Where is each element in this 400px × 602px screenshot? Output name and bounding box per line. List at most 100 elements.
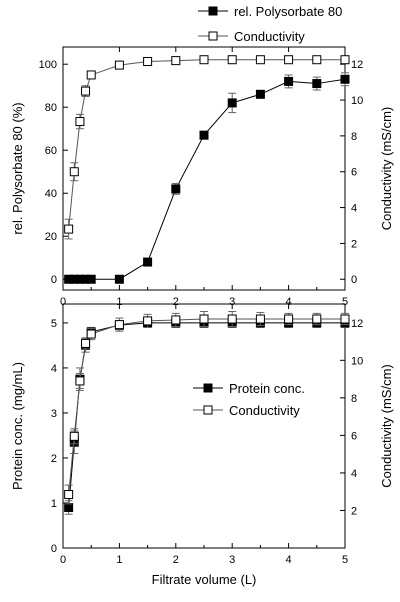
series-line [68, 78, 346, 280]
x-tick-label: 4 [286, 296, 292, 308]
data-point-open [312, 314, 322, 324]
y-right-tick-label: 12 [351, 318, 363, 330]
x-tick-label: 1 [116, 554, 122, 566]
y-left-tick-label: 4 [51, 363, 57, 375]
data-point-open [255, 55, 265, 65]
series-line [68, 59, 345, 230]
plot-frame [62, 46, 346, 291]
y-left-axis-label: rel. Polysorbate 80 (%) [10, 102, 25, 234]
y-right-axis-label: Conductivity (mS/cm) [379, 364, 394, 488]
y-left-tick-label: 0 [51, 274, 57, 286]
y-left-tick-label: 20 [45, 231, 57, 243]
data-point-filled [86, 274, 96, 284]
legend: Protein conc. Conductivity [193, 381, 305, 418]
data-point-open [114, 60, 124, 70]
y-left-tick-label: 0 [51, 543, 57, 555]
x-tick-label: 2 [173, 554, 179, 566]
x-axis-label: Filtrate volume (L) [152, 572, 257, 587]
legend-label: Conductivity [229, 403, 300, 418]
plot-frame [62, 303, 346, 549]
legend: rel. Polysorbate 80 Conductivity [198, 4, 342, 44]
y-right-tick-label: 8 [351, 131, 357, 143]
data-point-open [227, 314, 237, 324]
y-left-tick-label: 100 [39, 59, 57, 71]
legend-marker [208, 6, 218, 16]
data-point-open [284, 55, 294, 65]
y-left-tick-label: 5 [51, 318, 57, 330]
y-left-tick-label: 3 [51, 408, 57, 420]
y-right-tick-label: 2 [351, 505, 357, 517]
y-right-tick-label: 0 [351, 274, 357, 286]
y-left-tick-label: 60 [45, 145, 57, 157]
data-point-open [86, 70, 96, 80]
series-open [64, 311, 350, 505]
x-tick-label: 3 [229, 554, 235, 566]
data-point-open [312, 55, 322, 65]
y-right-tick-label: 8 [351, 393, 357, 405]
data-point-filled [227, 98, 237, 108]
y-left-tick-label: 1 [51, 498, 57, 510]
data-point-open [227, 55, 237, 65]
data-point-open [69, 167, 79, 177]
data-point-filled [340, 74, 350, 84]
data-point-open [199, 55, 209, 65]
data-point-open [81, 86, 91, 96]
series-line [68, 318, 345, 495]
data-point-filled [143, 257, 153, 267]
data-point-open [199, 314, 209, 324]
x-tick-label: 0 [60, 296, 66, 308]
legend-marker [203, 405, 213, 415]
x-tick-label: 3 [229, 296, 235, 308]
y-right-axis-label: Conductivity (mS/cm) [379, 107, 394, 231]
x-tick-label: 5 [342, 296, 348, 308]
series-line [68, 322, 345, 508]
data-point-open [114, 320, 124, 330]
legend-label: Conductivity [234, 29, 305, 44]
data-point-filled [312, 79, 322, 89]
data-point-filled [284, 76, 294, 86]
data-point-open [143, 316, 153, 326]
legend-label: Protein conc. [229, 381, 305, 396]
data-point-open [255, 314, 265, 324]
data-point-open [86, 329, 96, 339]
y-right-tick-label: 10 [351, 95, 363, 107]
y-right-tick-label: 2 [351, 238, 357, 250]
data-point-open [64, 490, 74, 500]
series-filled [64, 317, 350, 515]
data-point-open [75, 376, 85, 386]
x-tick-label: 1 [116, 296, 122, 308]
data-point-open [75, 117, 85, 127]
series-open [64, 55, 350, 240]
data-point-open [171, 56, 181, 66]
data-point-filled [171, 184, 181, 194]
y-right-tick-label: 10 [351, 355, 363, 367]
y-left-tick-label: 80 [45, 102, 57, 114]
x-tick-label: 0 [60, 554, 66, 566]
data-point-open [69, 431, 79, 441]
legend-marker [208, 31, 218, 41]
x-tick-label: 2 [173, 296, 179, 308]
data-point-open [81, 338, 91, 348]
y-left-tick-label: 2 [51, 453, 57, 465]
data-point-open [143, 57, 153, 67]
y-left-tick-label: 40 [45, 188, 57, 200]
data-point-open [64, 224, 74, 234]
data-point-filled [64, 502, 74, 512]
data-point-open [284, 314, 294, 324]
legend-label: rel. Polysorbate 80 [234, 4, 342, 19]
data-point-open [171, 315, 181, 325]
y-right-tick-label: 12 [351, 59, 363, 71]
y-left-axis-label: Protein conc. (mg/mL) [10, 362, 25, 490]
y-right-tick-label: 4 [351, 203, 357, 215]
legend-marker [203, 383, 213, 393]
data-point-filled [199, 130, 209, 140]
x-tick-label: 5 [342, 554, 348, 566]
series-filled [64, 72, 350, 284]
data-point-open [340, 55, 350, 65]
y-right-tick-label: 6 [351, 167, 357, 179]
x-tick-label: 4 [286, 554, 292, 566]
y-right-tick-label: 4 [351, 468, 357, 480]
